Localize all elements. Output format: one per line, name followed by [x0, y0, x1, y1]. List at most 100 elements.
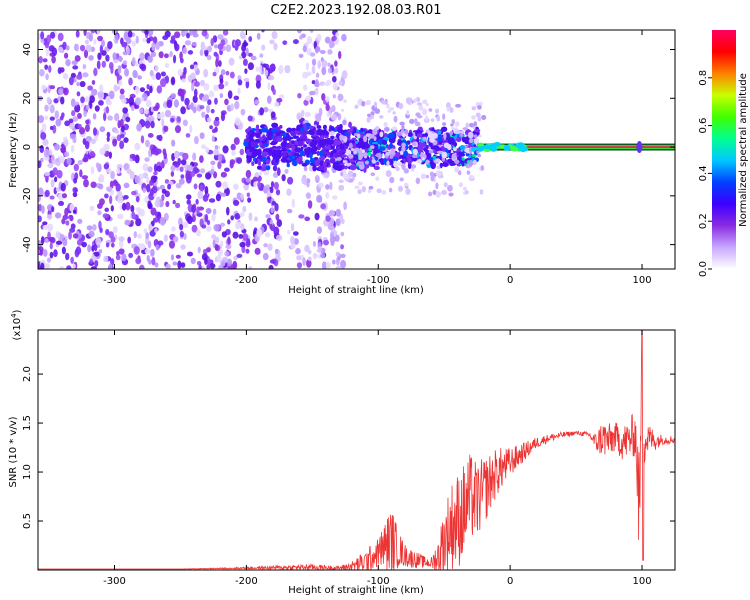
spectrogram-cell — [69, 133, 77, 140]
spectrogram-cell — [365, 133, 371, 137]
spectrogram-cell — [65, 220, 70, 226]
spectrogram-y-ticks: -40 -20 0 20 40 — [22, 43, 675, 253]
spectrogram-cell — [64, 139, 69, 148]
spectrogram-cell — [269, 223, 273, 230]
spectrogram-cell — [472, 126, 476, 130]
spectrogram-cell — [340, 231, 345, 237]
spectrogram-cell — [265, 213, 271, 219]
spectrogram-cell — [322, 161, 327, 168]
spectrogram-cell — [257, 154, 262, 159]
spectrogram-cell — [85, 119, 90, 125]
spectrogram-cell — [335, 208, 341, 217]
spectrogram-cell — [174, 152, 179, 159]
spectrogram-cell — [275, 213, 280, 221]
spectrogram-cell — [437, 135, 443, 143]
spectrogram-cell — [284, 64, 291, 74]
spectrogram-cell — [180, 262, 186, 268]
spectrogram-cell — [170, 165, 176, 172]
spectrogram-cell — [302, 45, 307, 53]
spectrogram-cell — [441, 189, 448, 195]
spectrogram-cell — [119, 133, 125, 139]
spectrogram-cell — [135, 195, 140, 203]
spectrogram-cell — [213, 224, 220, 232]
spectrogram-cell — [186, 164, 193, 172]
spectrogram-cell — [465, 152, 470, 157]
spectrogram-cell — [245, 80, 250, 89]
spectrogram-cell — [403, 182, 409, 187]
spectrogram-cell — [440, 126, 448, 132]
spectrogram-cell — [413, 98, 417, 104]
spectrogram-cell — [138, 264, 145, 269]
spectrogram-cell — [296, 112, 302, 120]
spectrogram-cell — [333, 161, 340, 168]
spectrogram-cell — [128, 77, 133, 86]
spectrogram-cell — [303, 166, 308, 172]
x-tick-label: 0 — [507, 576, 513, 587]
spectrogram-cell — [108, 263, 113, 269]
spectrogram-cell — [328, 67, 332, 74]
spectrogram-cell — [145, 232, 150, 240]
spectrogram-cell — [343, 201, 347, 211]
spectrogram-cell — [102, 213, 109, 219]
spectrogram-cell — [147, 149, 152, 158]
spectrogram-cell — [109, 195, 113, 205]
spectrogram-cell — [99, 227, 103, 233]
spectrogram-cell — [203, 68, 209, 78]
spectrogram-cell — [199, 49, 204, 57]
spectrogram-cell — [412, 148, 418, 155]
spectrogram-cell — [44, 43, 50, 49]
spectrogram-cell — [159, 216, 166, 226]
spectrogram-cell — [72, 138, 77, 144]
colorbar — [712, 30, 736, 269]
spectrogram-cell — [119, 140, 125, 150]
spectrogram-cell — [110, 170, 115, 180]
spectrogram-cell — [168, 240, 176, 249]
spectrogram-cell — [330, 240, 335, 246]
spectrogram-cell — [401, 124, 405, 131]
spectrogram-cell — [473, 134, 478, 139]
spectrogram-cell — [290, 223, 295, 232]
spectrogram-cell — [392, 156, 399, 162]
spectrogram-cell — [340, 259, 347, 269]
spectrogram-cell — [121, 98, 127, 104]
spectrogram-cell — [110, 242, 115, 248]
spectrogram-cell — [106, 186, 113, 192]
spectral-line-core — [477, 146, 675, 148]
spectrogram-cell — [49, 125, 54, 131]
spectrogram-cell — [292, 231, 299, 236]
spectrogram-cell — [262, 106, 269, 113]
spectrogram-cell — [339, 145, 345, 150]
spectrogram-cell — [291, 127, 296, 132]
spectrogram-cell — [281, 174, 286, 182]
spectrogram-cell — [312, 240, 317, 247]
spectrogram-cell — [214, 116, 220, 122]
spectrogram-cell — [254, 247, 261, 255]
spectrogram-cell — [169, 50, 173, 58]
spectrogram-cell — [518, 145, 526, 152]
spectrogram-cell — [259, 107, 265, 116]
spectrogram-cell — [340, 171, 344, 177]
spectrogram-cell — [140, 97, 144, 102]
spectrogram-cell — [76, 104, 81, 110]
spectrogram-cell — [81, 175, 89, 180]
spectrogram-cell — [284, 168, 289, 174]
spectrogram-cell — [213, 67, 220, 74]
snr-multiplier: (x104) — [10, 309, 23, 340]
spectrogram-cell — [281, 147, 288, 152]
spectrogram-cell — [396, 131, 402, 136]
spectrogram-cell — [214, 145, 219, 150]
spectrogram-cell — [358, 154, 363, 161]
spectrogram-cell — [243, 77, 250, 82]
spectrogram-cell — [77, 159, 83, 165]
spectrogram-cell — [58, 88, 64, 96]
spectrogram-cell — [246, 192, 251, 198]
spectrogram-cell — [229, 159, 236, 165]
spectrogram-cell — [241, 51, 247, 59]
spectrogram-cell — [292, 39, 299, 45]
spectrogram-cell — [255, 74, 262, 84]
spectrogram-cell — [88, 230, 95, 238]
spectrogram-cell — [250, 55, 257, 61]
spectrogram-cell — [238, 55, 243, 60]
spectrogram-cell — [401, 146, 406, 152]
spectrogram-cell — [353, 127, 357, 134]
